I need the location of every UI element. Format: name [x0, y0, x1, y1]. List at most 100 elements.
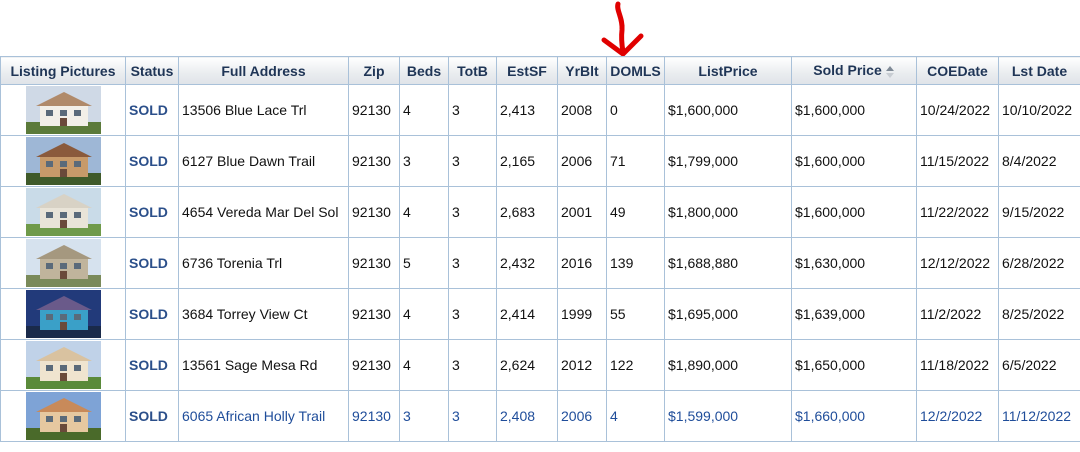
lstdate-cell: 11/12/2022 [998, 390, 1080, 442]
listings-table: Listing Pictures Status Full Address Zip… [0, 56, 1080, 442]
column-header-label: DOMLS [610, 62, 661, 79]
beds-cell: 3 [399, 390, 449, 442]
estsf-cell: 2,624 [496, 339, 558, 391]
estsf-cell: 2,414 [496, 288, 558, 340]
soldprice-cell: $1,639,000 [791, 288, 917, 340]
listprice-cell: $1,800,000 [664, 186, 792, 238]
yrblt-cell: 2016 [557, 237, 607, 289]
totb-cell: 3 [448, 186, 497, 238]
estsf-cell: 2,413 [496, 84, 558, 136]
estsf-cell: 2,683 [496, 186, 558, 238]
address-cell[interactable]: 3684 Torrey View Ct [178, 288, 349, 340]
listing-picture-cell [0, 237, 126, 289]
house-photo-thumbnail[interactable] [25, 86, 101, 134]
domls-cell: 55 [606, 288, 665, 340]
house-photo-thumbnail[interactable] [25, 137, 101, 185]
address-cell[interactable]: 6736 Torenia Trl [178, 237, 349, 289]
beds-cell: 4 [399, 288, 449, 340]
column-header-estsf[interactable]: EstSF [496, 56, 558, 85]
lstdate-cell: 9/15/2022 [998, 186, 1080, 238]
listing-picture-cell [0, 84, 126, 136]
totb-cell: 3 [448, 84, 497, 136]
status-cell: SOLD [125, 288, 179, 340]
column-header-label: COEDate [927, 62, 988, 79]
yrblt-cell: 2006 [557, 135, 607, 187]
house-photo-thumbnail[interactable] [25, 392, 101, 440]
listprice-cell: $1,890,000 [664, 339, 792, 391]
column-header-full-address[interactable]: Full Address [178, 56, 349, 85]
address-cell[interactable]: 13506 Blue Lace Trl [178, 84, 349, 136]
column-header-yrblt[interactable]: YrBlt [557, 56, 607, 85]
house-photo-thumbnail[interactable] [25, 188, 101, 236]
beds-cell: 5 [399, 237, 449, 289]
column-header-label: Sold Price [813, 62, 882, 79]
column-header-label: Listing Pictures [10, 62, 116, 79]
table-row[interactable]: SOLD 13561 Sage Mesa Rd 92130 4 3 2,624 2012 12… [0, 339, 1080, 391]
listing-picture-cell [0, 186, 126, 238]
table-row[interactable]: SOLD 13506 Blue Lace Trl 92130 4 3 2,413 2008 0… [0, 84, 1080, 136]
column-header-totb[interactable]: TotB [448, 56, 497, 85]
yrblt-cell: 2006 [557, 390, 607, 442]
table-row[interactable]: SOLD 6736 Torenia Trl 92130 5 3 2,432 2016 139 $… [0, 237, 1080, 289]
sort-up-down-icon [885, 65, 894, 78]
zip-cell: 92130 [348, 84, 400, 136]
zip-cell: 92130 [348, 390, 400, 442]
red-down-arrow-icon [601, 1, 644, 57]
listing-picture-cell [0, 339, 126, 391]
yrblt-cell: 2012 [557, 339, 607, 391]
zip-cell: 92130 [348, 186, 400, 238]
soldprice-cell: $1,600,000 [791, 135, 917, 187]
totb-cell: 3 [448, 288, 497, 340]
coedate-cell: 11/22/2022 [916, 186, 999, 238]
column-header-status[interactable]: Status [125, 56, 179, 85]
house-photo-thumbnail[interactable] [25, 239, 101, 287]
lstdate-cell: 8/4/2022 [998, 135, 1080, 187]
estsf-cell: 2,408 [496, 390, 558, 442]
coedate-cell: 11/15/2022 [916, 135, 999, 187]
column-header-listing-pictures[interactable]: Listing Pictures [0, 56, 126, 85]
soldprice-cell: $1,650,000 [791, 339, 917, 391]
table-row[interactable]: SOLD 4654 Vereda Mar Del Sol 92130 4 3 2,683 2… [0, 186, 1080, 238]
table-row[interactable]: SOLD 6127 Blue Dawn Trail 92130 3 3 2,165 2006… [0, 135, 1080, 187]
status-cell: SOLD [125, 339, 179, 391]
column-header-label: TotB [457, 62, 488, 79]
listings-table-container: Listing Pictures Status Full Address Zip… [0, 56, 1080, 442]
column-header-zip[interactable]: Zip [348, 56, 400, 85]
coedate-cell: 12/12/2022 [916, 237, 999, 289]
column-header-sold-price[interactable]: Sold Price [791, 56, 917, 85]
column-header-beds[interactable]: Beds [399, 56, 449, 85]
column-header-label: Lst Date [1011, 62, 1068, 79]
table-row[interactable]: SOLD 3684 Torrey View Ct 92130 4 3 2,414 1999 5… [0, 288, 1080, 340]
address-cell[interactable]: 6065 African Holly Trail [178, 390, 349, 442]
house-photo-thumbnail[interactable] [25, 341, 101, 389]
listprice-cell: $1,688,880 [664, 237, 792, 289]
soldprice-cell: $1,600,000 [791, 84, 917, 136]
column-header-coedate[interactable]: COEDate [916, 56, 999, 85]
header-row: Listing Pictures Status Full Address Zip… [0, 56, 1080, 85]
soldprice-cell: $1,630,000 [791, 237, 917, 289]
yrblt-cell: 1999 [557, 288, 607, 340]
coedate-cell: 12/2/2022 [916, 390, 999, 442]
house-photo-thumbnail[interactable] [25, 290, 101, 338]
listing-picture-cell [0, 288, 126, 340]
lstdate-cell: 6/5/2022 [998, 339, 1080, 391]
column-header-domls[interactable]: DOMLS [606, 56, 665, 85]
column-header-lst-date[interactable]: Lst Date [998, 56, 1080, 85]
listprice-cell: $1,599,000 [664, 390, 792, 442]
table-row[interactable]: SOLD 6065 African Holly Trail 92130 3 3 2,408… [0, 390, 1080, 442]
lstdate-cell: 10/10/2022 [998, 84, 1080, 136]
listprice-cell: $1,695,000 [664, 288, 792, 340]
listing-picture-cell [0, 135, 126, 187]
totb-cell: 3 [448, 390, 497, 442]
column-header-label: Beds [406, 62, 442, 79]
zip-cell: 92130 [348, 135, 400, 187]
status-cell: SOLD [125, 84, 179, 136]
column-header-listprice[interactable]: ListPrice [664, 56, 792, 85]
beds-cell: 3 [399, 135, 449, 187]
address-cell[interactable]: 6127 Blue Dawn Trail [178, 135, 349, 187]
address-cell[interactable]: 13561 Sage Mesa Rd [178, 339, 349, 391]
soldprice-cell: $1,600,000 [791, 186, 917, 238]
status-cell: SOLD [125, 237, 179, 289]
estsf-cell: 2,432 [496, 237, 558, 289]
address-cell[interactable]: 4654 Vereda Mar Del Sol [178, 186, 349, 238]
